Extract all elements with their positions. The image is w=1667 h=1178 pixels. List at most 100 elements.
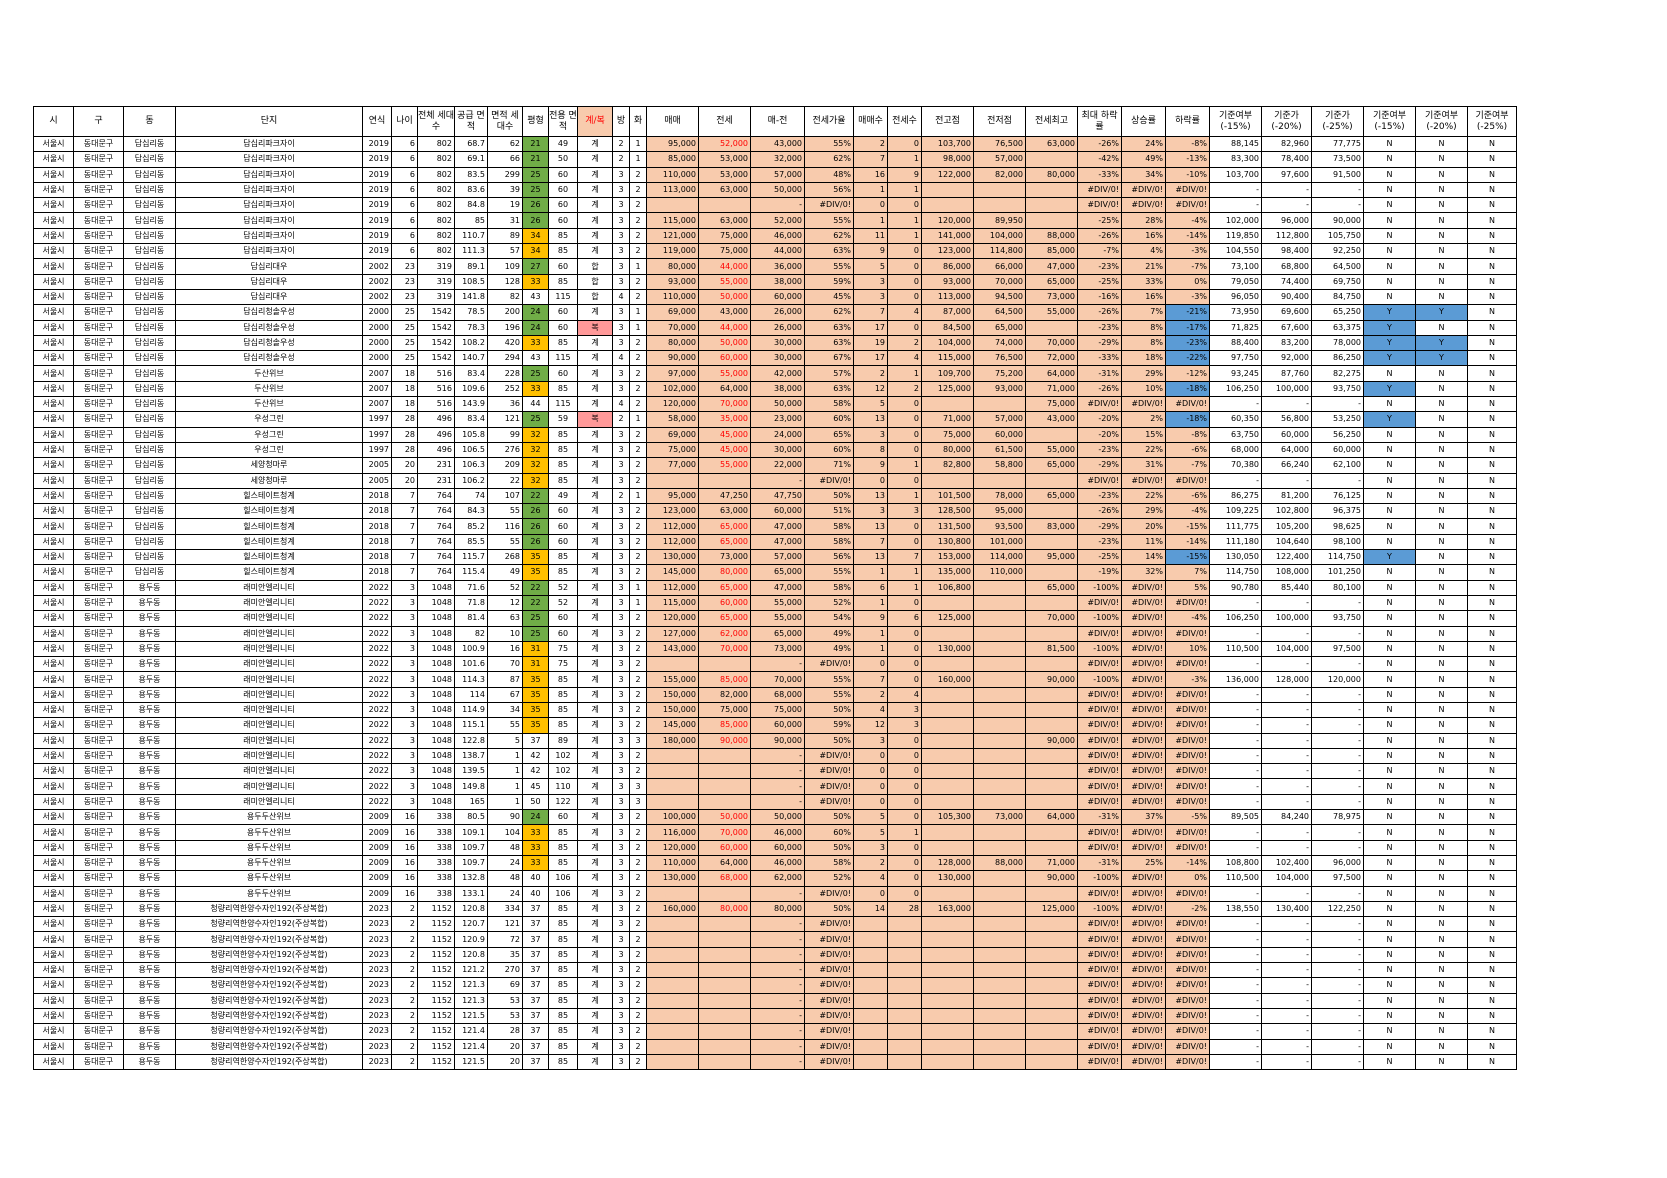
table-cell: 3 (391, 610, 418, 627)
table-cell: N (1363, 151, 1416, 168)
table-cell: 21% (1121, 258, 1166, 275)
table-cell: 55,000 (1025, 304, 1078, 321)
table-cell: #DIV/0! (1121, 962, 1166, 979)
table-cell: -100% (1077, 579, 1122, 596)
table-cell: 86,250 (1311, 350, 1364, 367)
table-cell: 답십리파크자이 (175, 227, 363, 245)
table-cell: 37 (522, 1053, 549, 1071)
table-cell (973, 1038, 1026, 1055)
table-row: 서울시 동대문구 용두동 용두두산위브 2009 16 338 80.5 90 24 60 계 3 2 10… (33, 809, 1517, 826)
table-cell: -2% (1165, 900, 1210, 918)
table-cell: 2 (629, 181, 647, 199)
table-cell: 동대문구 (73, 288, 124, 306)
table-cell: 0 (887, 472, 922, 489)
table-cell: 70,000 (646, 319, 699, 336)
table-cell: 102,400 (1261, 854, 1312, 872)
table-cell: 13 (853, 487, 888, 505)
table-cell: 88,400 (1209, 334, 1262, 352)
table-cell: 23,000 (750, 411, 805, 428)
table-cell: 서울시 (33, 809, 74, 826)
table-cell: 2022 (362, 763, 392, 780)
table-cell: 래미안엘리니티 (175, 778, 363, 795)
table-cell: 서울시 (33, 212, 74, 229)
table-cell: 47,750 (750, 487, 805, 505)
table-cell: 계 (577, 441, 613, 459)
table-cell: - (750, 197, 805, 214)
table-cell: 1542 (417, 319, 455, 336)
table-cell: #DIV/0! (1165, 885, 1210, 902)
table-cell: N (1415, 380, 1468, 398)
table-cell: 서울시 (33, 380, 74, 398)
table-cell: 4 (887, 686, 922, 703)
table-cell: 16 (391, 870, 418, 887)
table-cell: 106.5 (454, 441, 488, 459)
table-cell: - (1209, 793, 1262, 811)
table-cell (973, 472, 1026, 489)
table-cell: 33 (522, 334, 549, 352)
table-cell: N (1363, 594, 1416, 612)
table-cell (853, 946, 888, 964)
table-cell: #DIV/0! (1165, 1007, 1210, 1025)
table-cell: 12 (487, 594, 523, 612)
table-cell: 3 (391, 579, 418, 596)
table-cell: 4 (887, 304, 922, 321)
table-cell: 0 (853, 885, 888, 902)
table-cell: 44 (522, 396, 549, 413)
table-cell: 서울시 (33, 977, 74, 994)
table-cell: 104,000 (1261, 870, 1312, 887)
table-cell: N (1467, 885, 1517, 902)
table-cell: 104,550 (1209, 243, 1262, 260)
table-cell: 6 (853, 579, 888, 596)
table-cell: 56% (804, 549, 854, 566)
table-cell: 75,200 (973, 365, 1026, 382)
table-cell: 60 (548, 166, 578, 183)
table-cell: 63,000 (1025, 135, 1078, 153)
table-cell: 50,000 (750, 809, 805, 826)
table-cell: 0 (887, 854, 922, 872)
column-header: 면적 세대수 (487, 106, 523, 137)
table-cell: - (1311, 181, 1364, 199)
table-cell: N (1415, 854, 1468, 872)
table-cell: 답십리대우 (175, 288, 363, 306)
table-cell: 용두동 (123, 1053, 176, 1071)
table-cell: 88,145 (1209, 135, 1262, 153)
table-cell: 127,000 (646, 625, 699, 642)
table-cell: 63,000 (698, 503, 751, 520)
table-cell: 3 (853, 288, 888, 306)
table-cell: 답십리동 (123, 288, 176, 306)
table-cell: 0 (853, 793, 888, 811)
table-cell: N (1363, 197, 1416, 214)
table-cell (973, 579, 1026, 596)
table-cell: 23 (391, 273, 418, 290)
table-cell: 6 (391, 135, 418, 153)
table-cell: 63% (804, 334, 854, 352)
table-cell: #DIV/0! (804, 793, 854, 811)
table-cell: 1048 (417, 579, 455, 596)
table-cell: 2 (629, 564, 647, 581)
table-cell: 2 (612, 135, 630, 153)
table-cell: N (1415, 319, 1468, 336)
table-cell: 85 (548, 243, 578, 260)
table-cell: 두산위브 (175, 396, 363, 413)
table-cell: 128 (487, 273, 523, 290)
table-cell (853, 1038, 888, 1055)
table-cell: 20 (391, 472, 418, 489)
table-cell: #DIV/0! (1077, 839, 1122, 856)
table-cell: 3 (391, 671, 418, 688)
table-cell: 용두동 (123, 763, 176, 780)
table-cell: 110,500 (1209, 870, 1262, 887)
table-cell: 8% (1121, 319, 1166, 336)
table-cell: 60 (548, 181, 578, 199)
table-cell: #DIV/0! (804, 197, 854, 214)
table-cell: 9 (853, 610, 888, 627)
table-cell: N (1467, 870, 1517, 887)
table-cell: 3 (391, 686, 418, 703)
table-cell: 22 (487, 472, 523, 489)
table-cell: 65,000 (698, 533, 751, 551)
table-cell: 60 (548, 212, 578, 229)
table-cell: 106,250 (1209, 610, 1262, 627)
table-cell (973, 931, 1026, 948)
table-cell: 60 (548, 304, 578, 321)
table-cell: N (1415, 977, 1468, 994)
table-cell: 3 (391, 640, 418, 658)
